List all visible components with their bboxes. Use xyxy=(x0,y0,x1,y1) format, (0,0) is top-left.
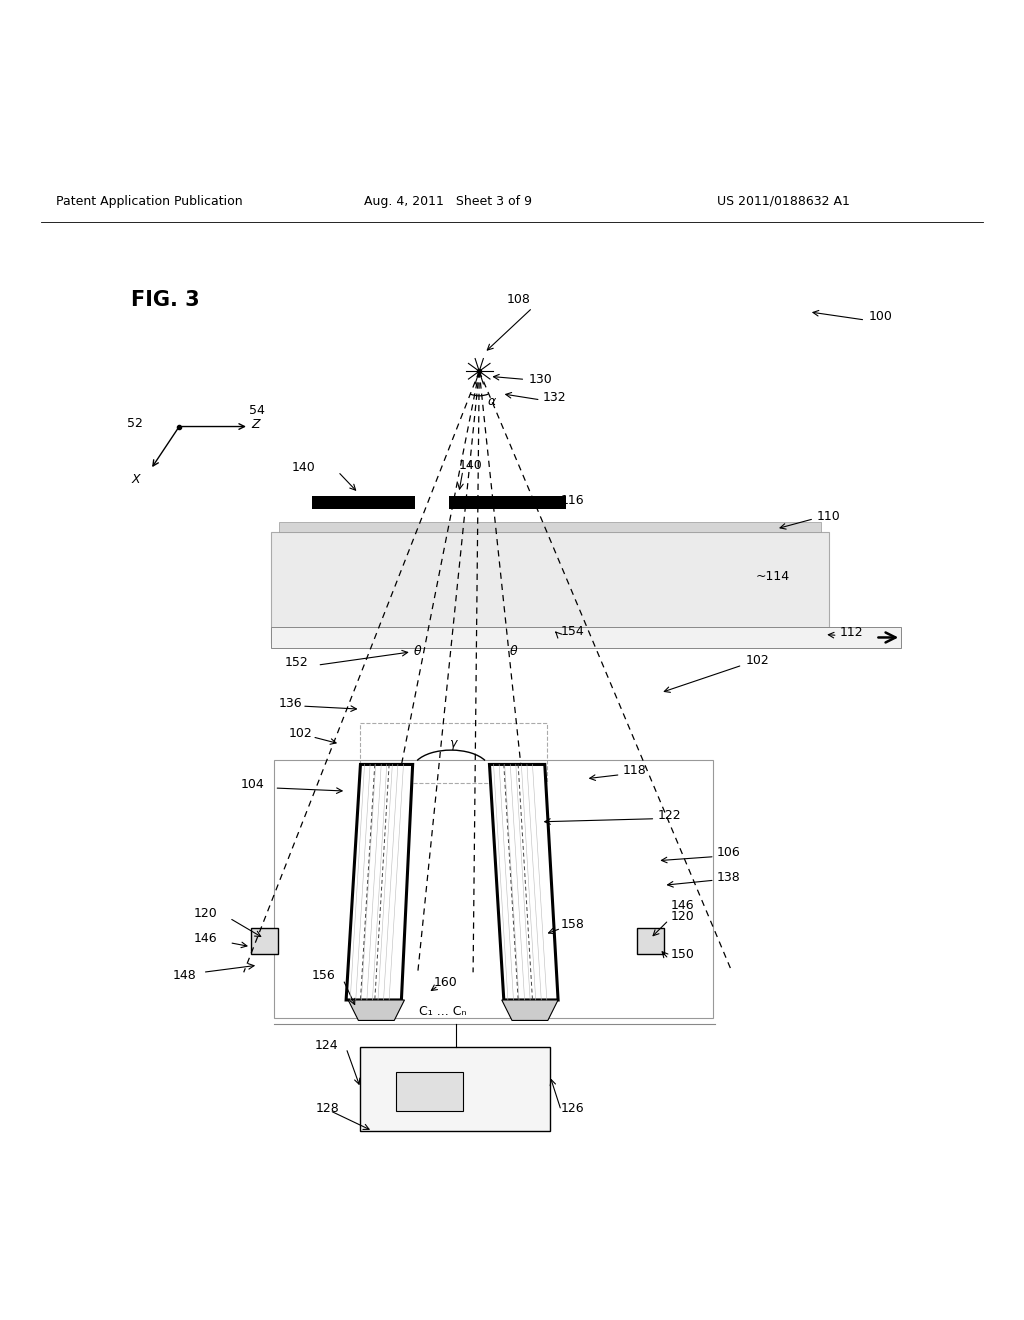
Text: X: X xyxy=(132,474,140,486)
Text: 128: 128 xyxy=(315,1102,339,1115)
Text: θ: θ xyxy=(414,645,422,659)
Text: 150: 150 xyxy=(671,948,694,961)
Text: 132: 132 xyxy=(543,391,566,404)
Bar xyxy=(251,928,278,954)
Text: 120: 120 xyxy=(671,909,694,923)
Text: 156: 156 xyxy=(312,969,336,982)
Text: 138: 138 xyxy=(717,871,740,883)
Text: 148: 148 xyxy=(173,969,197,982)
Bar xyxy=(271,627,901,648)
Text: 140: 140 xyxy=(292,461,315,474)
Text: 104: 104 xyxy=(241,779,264,792)
Polygon shape xyxy=(489,764,558,1001)
Text: 130: 130 xyxy=(528,374,552,385)
Bar xyxy=(271,532,829,643)
Bar xyxy=(396,1072,463,1110)
Text: US 2011/0188632 A1: US 2011/0188632 A1 xyxy=(717,195,850,207)
Text: 124: 124 xyxy=(314,1039,338,1052)
Polygon shape xyxy=(348,1001,404,1020)
Text: 126: 126 xyxy=(561,1102,585,1115)
Text: 136: 136 xyxy=(279,697,302,710)
Text: 152: 152 xyxy=(285,656,308,668)
Text: 160: 160 xyxy=(433,975,458,989)
Bar xyxy=(274,760,713,1019)
Bar xyxy=(449,496,566,510)
Text: 110: 110 xyxy=(817,510,841,523)
Text: 100: 100 xyxy=(868,310,892,323)
Bar xyxy=(360,1047,550,1131)
Text: Z: Z xyxy=(251,418,259,430)
Bar xyxy=(312,496,415,510)
Text: 122: 122 xyxy=(657,809,681,822)
Text: 102: 102 xyxy=(289,727,312,741)
Bar xyxy=(637,928,664,954)
Text: 158: 158 xyxy=(561,917,585,931)
Text: FIG. 3: FIG. 3 xyxy=(131,289,200,310)
Text: γ: γ xyxy=(450,738,457,751)
Text: ~114: ~114 xyxy=(756,569,790,582)
Text: 106: 106 xyxy=(717,846,740,859)
Polygon shape xyxy=(346,764,413,1001)
Text: 154: 154 xyxy=(561,624,585,638)
Text: θ: θ xyxy=(510,645,518,659)
Text: Aug. 4, 2011   Sheet 3 of 9: Aug. 4, 2011 Sheet 3 of 9 xyxy=(364,195,531,207)
Text: Patent Application Publication: Patent Application Publication xyxy=(56,195,243,207)
Text: α: α xyxy=(487,396,496,408)
Polygon shape xyxy=(502,1001,558,1020)
Text: 146: 146 xyxy=(194,932,217,945)
Bar xyxy=(360,723,547,783)
Text: 108: 108 xyxy=(506,293,530,306)
Text: 102: 102 xyxy=(745,653,769,667)
Text: 118: 118 xyxy=(623,764,646,777)
Text: 54: 54 xyxy=(249,404,265,417)
Text: 146: 146 xyxy=(671,899,694,912)
Bar xyxy=(279,521,821,532)
Text: 140: 140 xyxy=(459,459,482,473)
Text: 120: 120 xyxy=(194,907,217,920)
Text: 112: 112 xyxy=(840,626,863,639)
Text: 116: 116 xyxy=(561,494,585,507)
Text: C₁ ... Cₙ: C₁ ... Cₙ xyxy=(419,1005,466,1018)
Text: 52: 52 xyxy=(127,417,143,430)
